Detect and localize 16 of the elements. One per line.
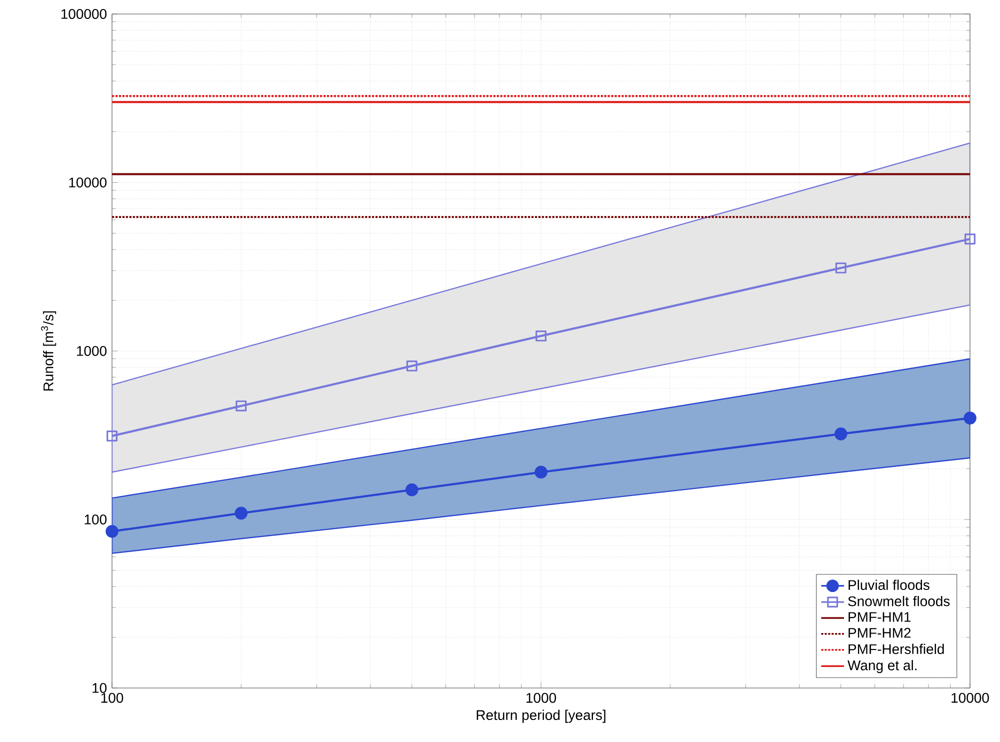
y-tick-label: 100	[84, 514, 107, 524]
x-tick-label: 100	[101, 692, 124, 703]
y-tick-label: 100000	[61, 9, 107, 19]
x-tick-label: 1000	[526, 692, 556, 703]
legend-label: Wang et al.	[848, 660, 916, 674]
x-tick-label: 10000	[952, 692, 989, 703]
legend-label: PMF-Hershfield	[848, 644, 944, 654]
y-tick-label: 10	[92, 683, 107, 693]
y-tick-label: 1000	[77, 346, 107, 356]
y-tick-label: 10000	[69, 178, 107, 188]
x-axis-title: Return period [years]	[476, 710, 606, 723]
legend-label: PMF-HM1	[848, 612, 911, 622]
legend-label: Pluvial floods	[848, 580, 930, 590]
legend-label: Snowmelt floods	[848, 596, 950, 606]
y-axis-title: Runoff [m$^{3}$/s]	[41, 311, 56, 391]
legend-label: PMF-HM2	[848, 628, 911, 638]
